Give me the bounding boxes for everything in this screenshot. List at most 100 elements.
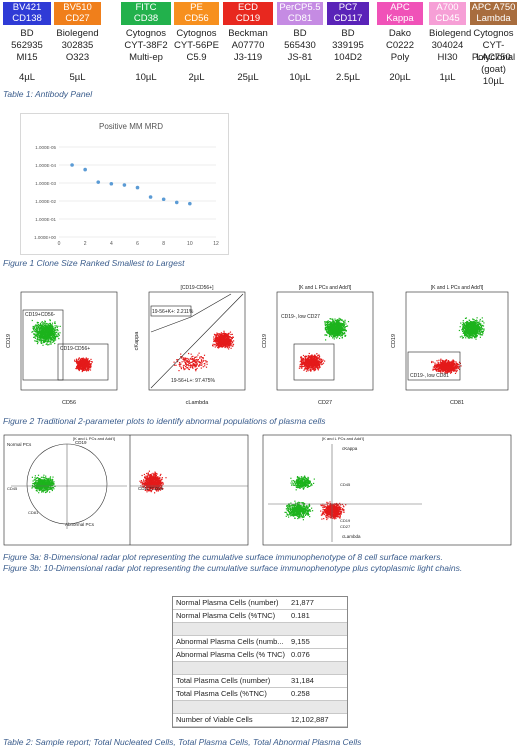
gate-label: 19-56+K+: 2.211% [152,309,194,315]
table1-caption: Table 1: Antibody Panel [3,89,93,99]
marker-label: Kappa [386,13,414,24]
report-row: Normal Plasma Cells (%TNC) 0.181 [173,610,347,623]
report-value: 21,877 [291,598,314,607]
report-value: 31,184 [291,676,314,685]
y-tick-label: 1.000E-05 [35,145,56,150]
abnormal-cells [74,357,93,373]
clone-cell: Poly [390,52,410,63]
normal-cells [284,500,314,521]
y-axis-label: CD19 [391,334,397,348]
x-tick-label: 2 [84,241,87,247]
plot-frame [405,291,509,391]
volume-cell: 2.5µL [336,72,360,83]
vendor-cell: Cytognos [125,28,167,39]
gate-cd19-cd56- [22,309,64,381]
volume-cell: 10µL [482,76,505,87]
panel-column-header: APC Kappa [377,2,423,25]
plot-frame [276,291,374,391]
chart-title: Positive MM MRD [99,122,163,131]
radar-label: CD19 [340,518,351,523]
x-tick-label: 6 [136,241,139,247]
figure3a-caption: Figure 3a: 8-Dimensional radar plot repr… [3,552,443,562]
gate-label: 19-56+L+: 97.475% [171,378,215,384]
panel-column-header: FITC CD38 [121,2,171,25]
data-point [174,200,179,205]
vendor-cell: Cytognos [473,28,514,39]
vendor-cell: BD [20,28,34,39]
volume-cell: 25µL [237,72,259,83]
volume-cell: 20µL [389,72,411,83]
report-row: Number of Viable Cells 12,102,887 [173,714,347,727]
gate-label: CD19-, low CD27 [281,314,320,320]
catalog-cell: CYT-LAC750 [476,40,511,63]
data-point [188,201,192,206]
clone-cell: J3-119 [233,52,263,63]
radar-frame [262,434,512,546]
radar-label: Abnormal PCs [65,522,95,527]
mrd-chart-card: Positive MM MRD 1.000E-05 1.000E-04 1.000E… [20,113,229,255]
catalog-cell: 562935 [11,40,43,51]
scatter-plot-2: [CD19-CD56+] cLambda cKappa 19-56+K+: 2.211… [131,282,251,410]
radar-label: CD45 [340,482,351,487]
normal-cells [31,319,61,346]
fluorochrome-label: PE [190,2,203,13]
clone-cell: JS-81 [287,52,313,63]
volume-cell: 10µL [289,72,311,83]
report-row: Normal Plasma Cells (number) 21,877 [173,597,347,610]
data-point [148,195,153,199]
volume-cell: 5µL [69,72,86,83]
fluorochrome-label: BV510 [63,2,92,13]
report-row [173,701,347,714]
clone-cell: HI30 [437,52,458,63]
data-point [83,167,87,172]
figure3b-caption: Figure 3b: 10-Dimensional radar plot rep… [3,563,463,573]
radar-plot-a-right: CD117CD56 [129,434,250,546]
report-label: Total Plasma Cells (number) [176,676,271,685]
clone-cell: Polyclonal (goat) [471,52,516,75]
abnormal-cells [298,352,326,372]
fluorochrome-label: APC [390,2,410,13]
volume-cell: 10µL [135,72,157,83]
marker-label: CD117 [333,13,363,24]
data-point [161,197,166,202]
vendor-cell: Cytognos [176,28,217,39]
panel-column-header: ECD CD19 [223,2,273,25]
y-axis-label: cKappa [134,331,140,351]
marker-label: CD27 [65,13,90,24]
panel-column-header: BV510 CD27 [54,2,101,25]
report-value: 0.258 [291,689,310,698]
report-label: Number of Viable Cells [176,715,253,724]
marker-label: CD19 [235,13,261,24]
catalog-cell: C0222 [386,40,414,51]
vendor-cell: Dako [388,28,412,39]
report-row: Total Plasma Cells (number) 31,184 [173,675,347,688]
gate-label: CD19-, low CD81 [410,373,449,379]
radar-label: Normal PCs [7,442,32,447]
panel-column-header: PE CD56 [174,2,219,25]
report-row: Total Plasma Cells (%TNC) 0.258 [173,688,347,701]
report-row [173,662,347,675]
panel-column-header: PC7 CD117 [327,2,369,25]
marker-label: CD56 [184,13,209,24]
fluorochrome-label: FITC [135,2,157,13]
x-axis-label: CD56 [62,400,76,406]
vendor-cell: Biolegend [56,28,99,39]
panel-column: BV510 CD27 Biolegend 302835 O323 5µL [54,2,101,83]
catalog-cell: A07770 [231,40,265,51]
gate-label: CD19-CD56+ [60,346,90,352]
marker-label: CD81 [287,13,313,24]
panel-column: PC7 CD117 BD 339195 104D2 2.5µL [327,2,369,83]
report-label: Abnormal Plasma Cells (numb... [176,637,284,646]
fluorochrome-label: A700 [436,2,459,13]
marker-label: CD45 [435,13,460,24]
panel-column: APC Kappa Dako C0222 Poly 20µL [377,2,423,83]
report-value: 0.181 [291,611,310,620]
plot-frame [20,291,118,391]
panel-column-header: APC A750 Lambda [470,2,517,25]
scatter-plot-4: [K and L PCs and Add'l] CD81 CD19 CD19-, lo… [388,282,514,410]
x-tick-label: 8 [162,241,165,247]
vendor-cell: BD [341,28,355,39]
normal-cells [31,474,56,494]
catalog-cell: 304024 [431,40,464,51]
data-point [96,180,101,184]
